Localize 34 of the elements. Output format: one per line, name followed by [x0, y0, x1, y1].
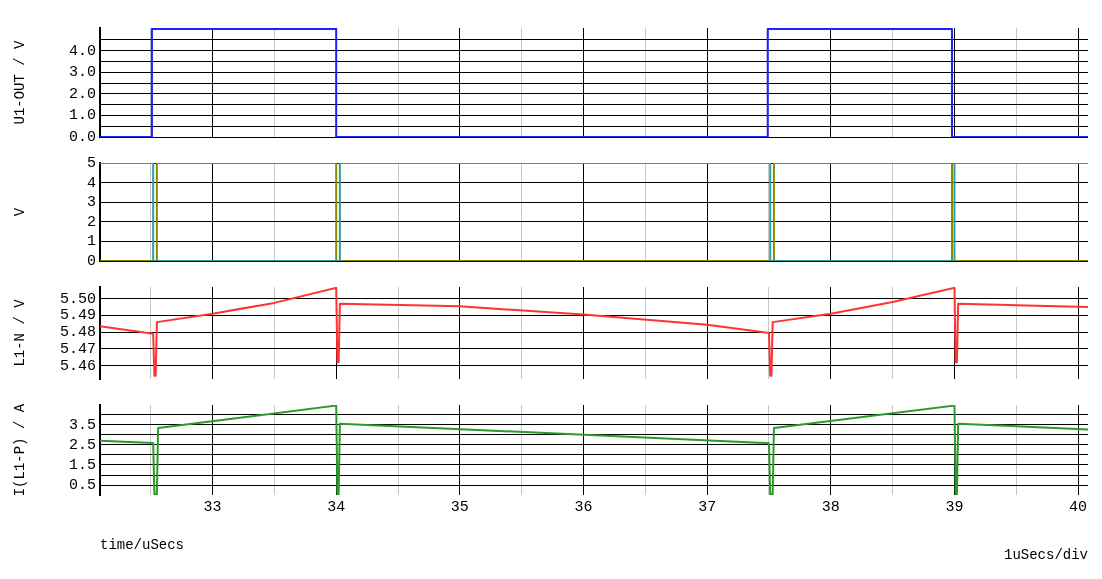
x-tick-label: 38: [821, 499, 840, 517]
y-tick-label: 2: [86, 213, 96, 231]
y-tick-label: 5.46: [59, 357, 96, 375]
x-tick-label: 36: [574, 499, 593, 517]
y-tick-label: 3.5: [68, 416, 96, 434]
y-tick-label: 2.0: [68, 85, 96, 103]
y-tick-label: 1: [86, 233, 96, 251]
y-tick-label: 0.0: [68, 128, 96, 146]
y-tick-label: 2.5: [68, 436, 96, 454]
x-tick-label: 37: [698, 499, 717, 517]
y-tick-label: 3: [86, 194, 96, 212]
y-tick-label: 5: [86, 154, 96, 172]
y-axis-title: I(L1-P) / A: [12, 403, 29, 497]
y-axis-title: L1-N / V: [12, 298, 29, 367]
y-tick-label: 1.5: [68, 456, 96, 474]
y-axis-title: U1-OUT / V: [12, 39, 29, 125]
y-tick-label: 0.5: [68, 477, 96, 495]
y-tick-label: 5.47: [59, 340, 96, 358]
y-tick-label: 5.49: [59, 307, 96, 325]
y-tick-label: 4.0: [68, 42, 96, 60]
y-tick-label: 0: [86, 252, 96, 270]
x-tick-label: 35: [450, 499, 469, 517]
y-tick-label: 1.0: [68, 107, 96, 125]
y-axis-title: V: [12, 207, 29, 217]
x-tick-label: 33: [203, 499, 222, 517]
text: 1uSecs/div: [1003, 546, 1088, 563]
y-tick-label: 5.50: [59, 290, 96, 308]
y-tick-label: 4: [86, 174, 96, 192]
x-tick-label: 34: [327, 499, 346, 517]
y-tick-label: 3.0: [68, 64, 96, 82]
x-axis-title: time/uSecs: [100, 537, 185, 554]
y-tick-label: 5.48: [59, 324, 96, 342]
x-tick-label: 40: [1069, 499, 1088, 517]
x-tick-label: 39: [945, 499, 964, 517]
